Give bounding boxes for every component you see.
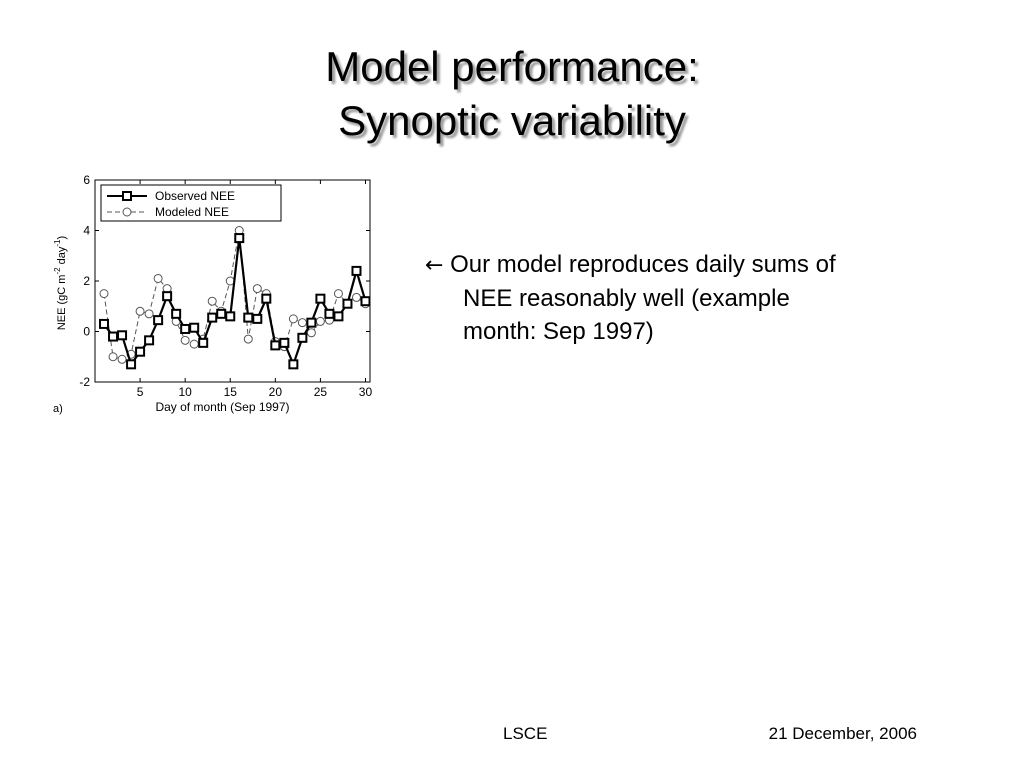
legend-modeled-marker bbox=[122, 207, 132, 217]
observed-nee-point bbox=[189, 322, 200, 333]
modeled-nee-point bbox=[135, 306, 145, 316]
chart-legend: Observed NEE Modeled NEE bbox=[100, 184, 282, 222]
observed-nee-point bbox=[216, 308, 227, 319]
modeled-nee-point bbox=[180, 335, 190, 345]
observed-nee-point bbox=[279, 337, 290, 348]
modeled-nee-point bbox=[315, 316, 325, 326]
left-arrow-icon: ← bbox=[425, 253, 444, 278]
bullet-line-2: NEE reasonably well (example bbox=[463, 285, 790, 312]
modeled-nee-point bbox=[351, 292, 361, 302]
observed-nee-point bbox=[153, 315, 164, 326]
observed-nee-point bbox=[234, 233, 245, 244]
observed-nee-point bbox=[297, 332, 308, 343]
observed-nee-point bbox=[333, 311, 344, 322]
observed-nee-point bbox=[135, 346, 146, 357]
modeled-nee-point bbox=[153, 273, 163, 283]
modeled-nee-point bbox=[297, 318, 307, 328]
x-axis-label: Day of month (Sep 1997) bbox=[155, 400, 289, 414]
modeled-nee-point bbox=[189, 339, 199, 349]
bullet-line-1: ← Our model reproduces daily sums of bbox=[425, 248, 985, 282]
x-tick-label: 25 bbox=[314, 385, 328, 399]
legend-observed-label: Observed NEE bbox=[155, 189, 235, 203]
modeled-nee-point bbox=[243, 334, 253, 344]
x-tick-label: 5 bbox=[137, 385, 144, 399]
footer-organization: LSCE bbox=[503, 724, 548, 743]
slide-title: Model performance: Synoptic variability bbox=[0, 40, 1024, 148]
bullet-point: ← Our model reproduces daily sums of NEE… bbox=[425, 248, 985, 348]
observed-nee-point bbox=[171, 308, 182, 319]
y-tick-label: 6 bbox=[83, 173, 90, 187]
modeled-nee-line bbox=[103, 230, 366, 360]
panel-label: a) bbox=[53, 403, 63, 415]
observed-nee-point bbox=[261, 293, 272, 304]
observed-nee-point bbox=[180, 323, 191, 334]
modeled-nee-point bbox=[117, 354, 127, 364]
observed-nee-point bbox=[99, 318, 110, 329]
observed-nee-point bbox=[252, 313, 263, 324]
bullet-line-3: month: Sep 1997) bbox=[463, 318, 654, 345]
observed-nee-point bbox=[288, 359, 299, 370]
legend-observed-marker bbox=[122, 191, 132, 201]
observed-nee-point bbox=[108, 331, 119, 342]
observed-nee-point bbox=[126, 359, 137, 370]
title-line-1: Model performance: bbox=[325, 43, 699, 90]
y-tick-label: 4 bbox=[83, 224, 90, 238]
observed-nee-point bbox=[324, 308, 335, 319]
x-tick-label: 20 bbox=[269, 385, 283, 399]
y-tick-label: 0 bbox=[83, 325, 90, 339]
legend-modeled-label: Modeled NEE bbox=[155, 205, 229, 219]
observed-nee-point bbox=[270, 340, 281, 351]
observed-nee-point bbox=[162, 291, 173, 302]
modeled-nee-point bbox=[108, 352, 118, 362]
bullet-text-1: Our model reproduces daily sums of bbox=[450, 251, 836, 278]
observed-nee-point bbox=[207, 312, 218, 323]
x-tick-label: 10 bbox=[178, 385, 192, 399]
nee-line-chart: -2 0 2 4 6 5 10 15 20 25 30 Day of month (Sep 1997)… bbox=[53, 173, 373, 415]
modeled-nee-point bbox=[99, 289, 109, 299]
modeled-nee-point bbox=[252, 284, 262, 294]
modeled-nee-point bbox=[306, 328, 316, 338]
observed-nee-point bbox=[225, 311, 236, 322]
observed-nee-point bbox=[144, 335, 155, 346]
x-tick-label: 30 bbox=[359, 385, 373, 399]
observed-nee-point bbox=[360, 296, 371, 307]
title-line-2: Synoptic variability bbox=[338, 97, 686, 144]
y-axis-label: NEE (gC m-2 day-1) bbox=[53, 236, 68, 330]
observed-nee-point bbox=[243, 312, 254, 323]
modeled-nee-point bbox=[144, 309, 154, 319]
observed-nee-point bbox=[117, 330, 128, 341]
y-tick-label: -2 bbox=[79, 375, 90, 389]
observed-nee-point bbox=[306, 317, 317, 328]
modeled-nee-point bbox=[333, 289, 343, 299]
y-tick-label: 2 bbox=[83, 274, 90, 288]
footer-date: 21 December, 2006 bbox=[768, 724, 917, 743]
observed-nee-point bbox=[315, 293, 326, 304]
observed-nee-point bbox=[342, 298, 353, 309]
modeled-nee-point bbox=[207, 296, 217, 306]
observed-nee-point bbox=[351, 265, 362, 276]
modeled-nee-point bbox=[288, 314, 298, 324]
x-tick-label: 15 bbox=[224, 385, 238, 399]
observed-nee-point bbox=[198, 337, 209, 348]
